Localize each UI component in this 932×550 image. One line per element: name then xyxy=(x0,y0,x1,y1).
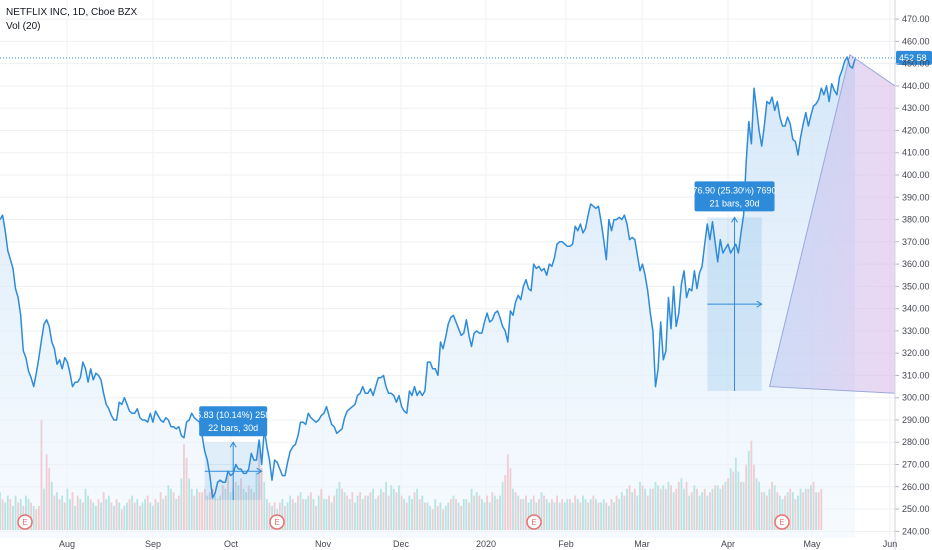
last-price-badge xyxy=(896,50,932,65)
range-tooltip-line2: 21 bars, 30d xyxy=(709,198,759,208)
y-tick-label: 330.00 xyxy=(902,326,930,336)
y-tick-label: 250.00 xyxy=(902,504,930,514)
x-tick-label: May xyxy=(803,539,821,549)
y-tick-label: 430.00 xyxy=(902,103,930,113)
earnings-marker-label: E xyxy=(531,518,536,527)
y-tick-label: 300.00 xyxy=(902,393,930,403)
x-tick-label: Apr xyxy=(721,539,735,549)
y-tick-label: 360.00 xyxy=(902,259,930,269)
symbol-title[interactable]: NETFLIX INC, 1D, Cboe BZX xyxy=(6,7,138,18)
earnings-marker-label: E xyxy=(22,518,27,527)
earnings-marker xyxy=(269,514,285,530)
y-tick-label: 440.00 xyxy=(902,81,930,91)
y-tick-label: 280.00 xyxy=(902,437,930,447)
price-series-line xyxy=(0,56,856,499)
y-tick-label: 410.00 xyxy=(902,148,930,158)
earnings-marker xyxy=(17,514,33,530)
y-tick-label: 470.00 xyxy=(902,14,930,24)
earnings-marker-label: E xyxy=(274,518,279,527)
chart-legend: NETFLIX INC, 1D, Cboe BZX Vol (20) xyxy=(6,6,137,34)
y-tick-label: 420.00 xyxy=(902,125,930,135)
x-tick-label: 2020 xyxy=(476,539,496,549)
range-arrow-head xyxy=(229,441,237,448)
last-price-value: 452.58 xyxy=(899,53,927,63)
x-tick-label: Dec xyxy=(393,539,410,549)
x-tick-label: Feb xyxy=(558,539,574,549)
last-price-line: 452.58 xyxy=(0,50,932,65)
price-line xyxy=(0,56,856,499)
y-tick-label: 270.00 xyxy=(902,460,930,470)
earnings-marker xyxy=(526,514,542,530)
y-tick-label: 450.00 xyxy=(902,59,930,69)
range-arrow-head xyxy=(756,300,763,308)
y-tick-label: 340.00 xyxy=(902,304,930,314)
y-tick-label: 260.00 xyxy=(902,482,930,492)
y-tick-label: 390.00 xyxy=(902,192,930,202)
y-tick-label: 400.00 xyxy=(902,170,930,180)
y-tick-label: 290.00 xyxy=(902,415,930,425)
earnings-marker-label: E xyxy=(779,518,784,527)
price-area-fill xyxy=(0,57,855,538)
range-tooltip-line1: 76.90 (25.30%) 7690 xyxy=(692,185,776,195)
y-tick-label: 320.00 xyxy=(902,348,930,358)
y-tick-label: 460.00 xyxy=(902,36,930,46)
price-area xyxy=(0,57,855,538)
x-tick-label: Oct xyxy=(224,539,239,549)
time-axis[interactable]: Aug Sep Oct Nov Dec 2020 Feb Mar Apr May Jun xyxy=(59,539,897,549)
price-axis[interactable]: 240.00 250.00 260.00 270.00 280.00 290.00 300.… xyxy=(894,0,930,550)
x-tick-label: Sep xyxy=(145,539,161,549)
y-tick-label: 350.00 xyxy=(902,281,930,291)
x-tick-label: Aug xyxy=(59,539,75,549)
y-tick-label: 310.00 xyxy=(902,370,930,380)
earnings-marker xyxy=(774,514,790,530)
y-tick-label: 240.00 xyxy=(902,526,930,536)
range-tooltip xyxy=(694,181,775,212)
range-arrow-head xyxy=(731,216,738,223)
range-tooltip-line1: 25.83 (10.14%) 2583 xyxy=(191,410,275,420)
range-arrow-head xyxy=(256,467,263,475)
range-tooltip-line2: 22 bars, 30d xyxy=(208,423,258,433)
y-tick-label: 370.00 xyxy=(902,237,930,247)
y-tick-label: 380.00 xyxy=(902,215,930,225)
volume-indicator-label[interactable]: Vol (20) xyxy=(6,21,41,32)
x-tick-label: Nov xyxy=(315,539,332,549)
x-tick-label: Jun xyxy=(883,539,898,549)
range-tooltip xyxy=(199,406,268,437)
x-tick-label: Mar xyxy=(634,539,650,549)
